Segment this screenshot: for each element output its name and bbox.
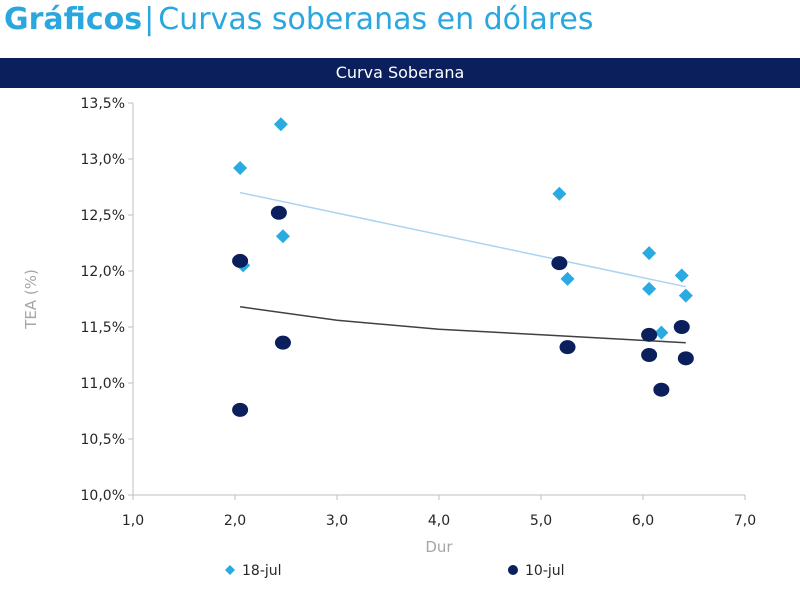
y-axis-title: TEA (%) (22, 269, 40, 330)
data-point-series-1 (653, 382, 670, 397)
x-tick-label: 5,0 (530, 513, 552, 529)
y-tick-label: 12,5% (81, 208, 125, 224)
x-tick-label: 7,0 (734, 513, 756, 529)
data-point-series-1 (270, 205, 287, 220)
legend-label: 10-jul (525, 563, 565, 579)
page-subtitle: Curvas soberanas en dólares (158, 2, 594, 37)
data-point-series-1 (274, 335, 291, 350)
data-point-series-1 (641, 327, 658, 342)
data-point-series-1 (551, 256, 568, 271)
x-tick-label: 3,0 (326, 513, 348, 529)
x-axis-title: Dur (425, 538, 453, 556)
data-point-series-0 (678, 288, 693, 303)
trendline-series-0 (239, 191, 686, 288)
chart-axes: 10,0% 10,5% 11,0% 11,5% 12,0% 12,5% 13,0% 13,5%… (81, 96, 757, 529)
page-header: Gráficos| Curvas soberanas en dólares (4, 0, 594, 44)
legend-label: 18-jul (242, 563, 282, 579)
data-point-series-1 (673, 320, 690, 334)
chart-legend: 18-jul 10-jul (225, 563, 565, 579)
data-point-series-0 (560, 271, 575, 286)
y-tick-label: 13,5% (81, 96, 125, 112)
y-tick-label: 11,0% (81, 376, 125, 392)
x-tick-label: 2,0 (224, 513, 246, 529)
data-point-series-0 (273, 117, 288, 132)
data-point-series-0 (642, 246, 657, 261)
data-point-series-1 (677, 351, 694, 366)
section-title: Gráficos (4, 2, 143, 37)
data-point-series-0 (674, 268, 689, 283)
y-tick-label: 10,5% (81, 432, 125, 448)
y-tick-label: 13,0% (81, 152, 125, 168)
data-points (232, 117, 694, 417)
data-point-series-1 (559, 340, 576, 355)
trendlines (239, 191, 686, 344)
y-tick-label: 11,5% (81, 320, 125, 336)
legend-marker (508, 565, 518, 575)
header-separator: | (144, 2, 155, 37)
y-tick-label: 12,0% (81, 264, 125, 280)
x-tick-label: 6,0 (632, 513, 654, 529)
data-point-series-0 (552, 186, 567, 201)
scatter-chart: 10,0% 10,5% 11,0% 11,5% 12,0% 12,5% 13,0% 13,5%… (22, 96, 757, 579)
x-tick-label: 4,0 (428, 513, 450, 529)
data-point-series-1 (232, 402, 249, 417)
data-point-series-1 (641, 348, 658, 362)
data-point-series-0 (275, 229, 290, 244)
data-point-series-0 (654, 325, 669, 340)
chart-title-bar: Curva Soberana (0, 58, 800, 88)
trendline-series-1 (239, 306, 686, 344)
y-tick-label: 10,0% (81, 488, 125, 504)
data-point-series-0 (642, 281, 657, 296)
legend-marker (225, 565, 235, 575)
x-tick-label: 1,0 (122, 513, 144, 529)
data-point-series-0 (233, 160, 248, 175)
data-point-series-1 (232, 253, 249, 268)
chart-title: Curva Soberana (335, 63, 465, 82)
